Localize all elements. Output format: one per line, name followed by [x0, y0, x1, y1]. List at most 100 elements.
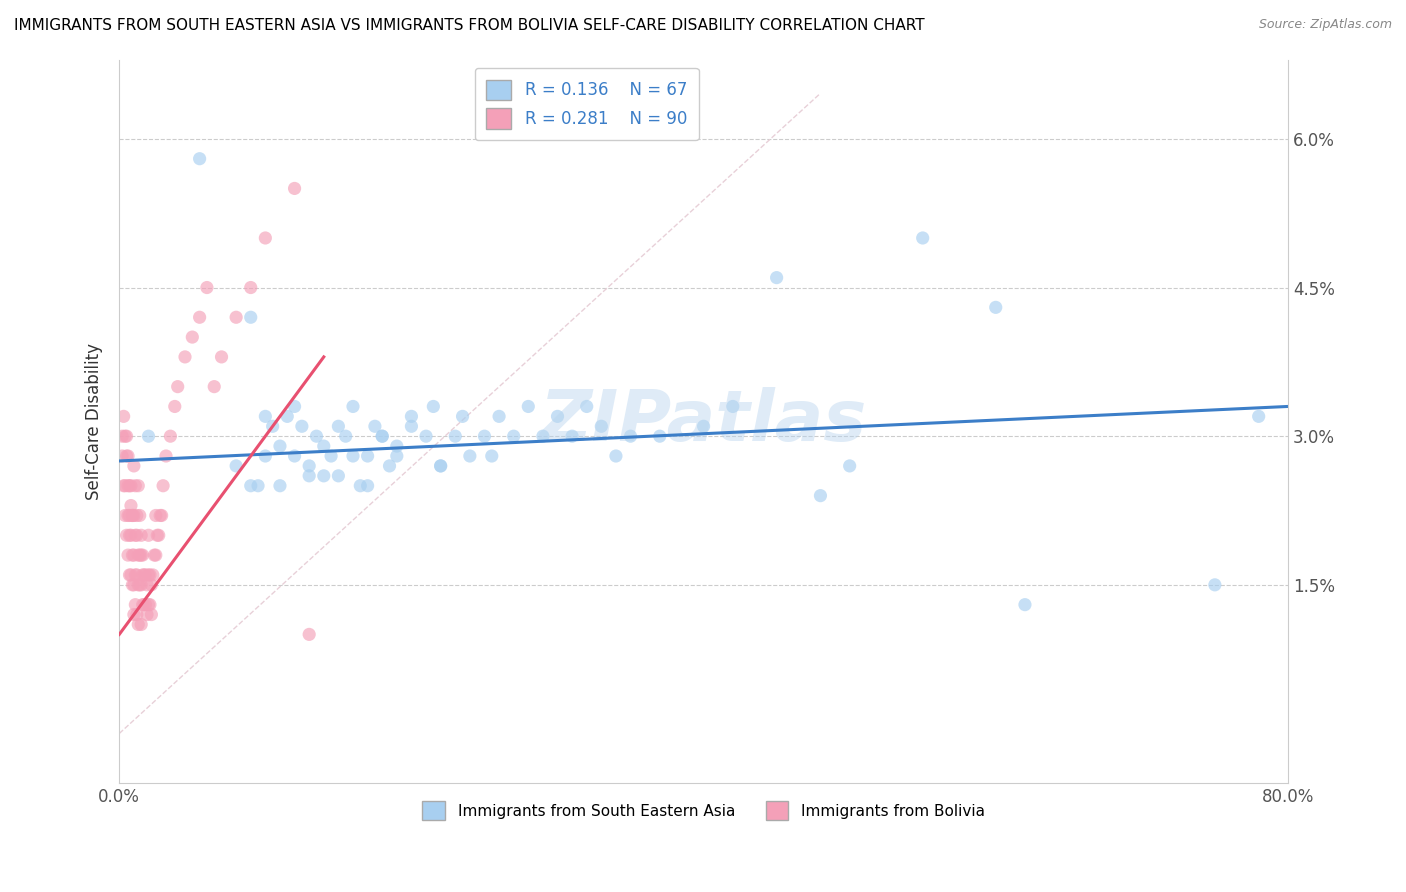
Point — [531, 429, 554, 443]
Point — [114, 429, 136, 443]
Point — [145, 548, 167, 562]
Point — [120, 568, 142, 582]
Point — [121, 578, 143, 592]
Point — [114, 479, 136, 493]
Text: Source: ZipAtlas.com: Source: ZipAtlas.com — [1258, 18, 1392, 31]
Point — [319, 449, 342, 463]
Point — [429, 458, 451, 473]
Point — [1247, 409, 1270, 424]
Point — [239, 280, 262, 294]
Point — [118, 479, 141, 493]
Point — [298, 627, 321, 641]
Point — [122, 548, 145, 562]
Point — [605, 449, 627, 463]
Point — [429, 458, 451, 473]
Point — [135, 568, 157, 582]
Point — [124, 568, 146, 582]
Point — [118, 568, 141, 582]
Point — [127, 479, 149, 493]
Point — [125, 508, 148, 523]
Point — [1014, 598, 1036, 612]
Point — [269, 439, 291, 453]
Point — [121, 548, 143, 562]
Point — [284, 449, 307, 463]
Point — [112, 409, 135, 424]
Point — [188, 152, 211, 166]
Point — [139, 568, 162, 582]
Point — [298, 458, 321, 473]
Point — [298, 468, 321, 483]
Point — [155, 449, 177, 463]
Point — [371, 429, 394, 443]
Point — [312, 468, 335, 483]
Point — [148, 528, 170, 542]
Point — [328, 419, 350, 434]
Point — [118, 528, 141, 542]
Text: IMMIGRANTS FROM SOUTH EASTERN ASIA VS IMMIGRANTS FROM BOLIVIA SELF-CARE DISABILI: IMMIGRANTS FROM SOUTH EASTERN ASIA VS IM… — [14, 18, 925, 33]
Point — [385, 449, 408, 463]
Point — [138, 568, 160, 582]
Point — [225, 310, 247, 325]
Point — [117, 508, 139, 523]
Point — [591, 419, 613, 434]
Point — [120, 499, 142, 513]
Point — [328, 468, 350, 483]
Point — [129, 617, 152, 632]
Point — [115, 449, 138, 463]
Point — [132, 568, 155, 582]
Y-axis label: Self-Care Disability: Self-Care Disability — [86, 343, 103, 500]
Point — [342, 449, 364, 463]
Point — [115, 528, 138, 542]
Point — [349, 479, 371, 493]
Point — [127, 617, 149, 632]
Point — [211, 350, 233, 364]
Point — [284, 181, 307, 195]
Point — [254, 231, 277, 245]
Point — [117, 449, 139, 463]
Point — [124, 528, 146, 542]
Point — [111, 449, 134, 463]
Point — [111, 429, 134, 443]
Point — [114, 508, 136, 523]
Point — [129, 578, 152, 592]
Point — [312, 439, 335, 453]
Point — [120, 479, 142, 493]
Point — [138, 429, 160, 443]
Point — [284, 400, 307, 414]
Point — [810, 489, 832, 503]
Point — [269, 479, 291, 493]
Point — [115, 429, 138, 443]
Point — [166, 379, 188, 393]
Point — [458, 449, 481, 463]
Point — [239, 479, 262, 493]
Point — [128, 578, 150, 592]
Point — [401, 409, 423, 424]
Point — [122, 578, 145, 592]
Point — [356, 479, 378, 493]
Point — [291, 419, 314, 434]
Point — [342, 400, 364, 414]
Point — [128, 548, 150, 562]
Point — [125, 568, 148, 582]
Point — [124, 598, 146, 612]
Point — [152, 479, 174, 493]
Point — [451, 409, 474, 424]
Point — [143, 548, 166, 562]
Point — [125, 528, 148, 542]
Point — [225, 458, 247, 473]
Point — [502, 429, 524, 443]
Point — [122, 508, 145, 523]
Point — [239, 310, 262, 325]
Point — [120, 528, 142, 542]
Point — [422, 400, 444, 414]
Point — [247, 479, 270, 493]
Point — [159, 429, 181, 443]
Text: ZIPatlas: ZIPatlas — [540, 387, 868, 456]
Point — [356, 449, 378, 463]
Point — [128, 508, 150, 523]
Point — [112, 479, 135, 493]
Point — [305, 429, 328, 443]
Point — [131, 568, 153, 582]
Point — [371, 429, 394, 443]
Point — [378, 458, 401, 473]
